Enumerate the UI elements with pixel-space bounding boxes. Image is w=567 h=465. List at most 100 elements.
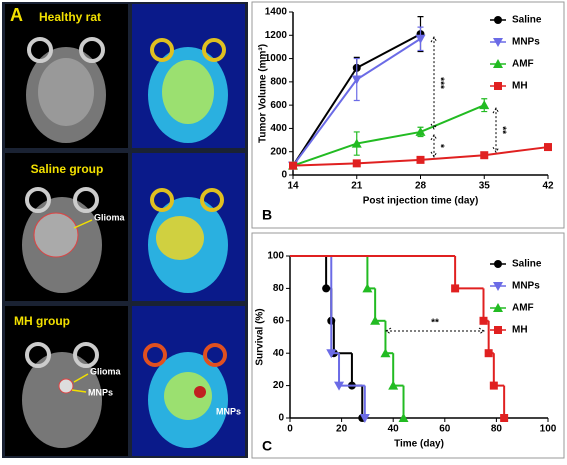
mri-row-3: MH group Glioma MNPs MNPs	[5, 306, 245, 456]
legend-marker	[494, 16, 502, 24]
marker	[380, 348, 391, 358]
marker	[489, 381, 498, 390]
eye	[73, 342, 99, 368]
heat-eye	[150, 188, 174, 212]
heat-glioma	[156, 216, 204, 260]
callout: MNPs	[216, 406, 241, 416]
x-tick-label: 28	[415, 181, 427, 192]
x-tick-label: 60	[439, 424, 451, 435]
y-tick-label: 200	[270, 146, 287, 157]
heat-eye	[200, 188, 224, 212]
marker	[415, 34, 426, 44]
y-axis-label: Survival (%)	[255, 308, 266, 365]
callout-arrow	[73, 373, 89, 383]
legend-label: MH	[512, 81, 528, 92]
heat-mnp	[194, 386, 206, 398]
mnp-spot	[58, 378, 74, 394]
legend-marker	[494, 326, 502, 334]
x-tick-label: 20	[336, 424, 348, 435]
mri-row-1: A Healthy rat	[5, 4, 245, 148]
callout-arrow	[73, 219, 93, 229]
eye	[25, 342, 51, 368]
x-tick-label: 80	[491, 424, 503, 435]
x-tick-label: 14	[287, 181, 299, 192]
marker	[322, 284, 331, 293]
marker	[479, 316, 488, 325]
annotation-arrow	[385, 327, 485, 335]
y-tick-label: 20	[273, 380, 285, 391]
callout: MNPs	[88, 387, 113, 397]
x-axis-label: Time (day)	[394, 439, 444, 450]
annotation-arrow	[430, 133, 438, 158]
legend-marker	[493, 303, 503, 312]
annotation: *	[434, 144, 445, 148]
marker	[484, 349, 493, 358]
heat-core	[164, 372, 212, 420]
legend-label: MNPs	[512, 281, 540, 292]
annotation: **	[496, 126, 507, 134]
callout: Glioma	[90, 366, 122, 376]
y-tick-label: 60	[273, 315, 285, 326]
heat-eye	[202, 38, 226, 62]
series-line	[292, 104, 485, 167]
y-tick-label: 100	[267, 251, 284, 262]
marker	[480, 151, 489, 160]
marker	[416, 155, 425, 164]
annotation: ***	[434, 77, 445, 89]
y-tick-label: 1000	[265, 53, 288, 64]
legend-label: MNPs	[512, 37, 540, 48]
y-tick-label: 1200	[265, 30, 288, 41]
heat-eye	[150, 38, 174, 62]
y-tick-label: 600	[270, 100, 287, 111]
legend-marker	[493, 38, 503, 47]
legend-label: AMF	[512, 303, 534, 314]
x-tick-label: 40	[388, 424, 400, 435]
x-tick-label: 35	[479, 181, 491, 192]
row-title: MH group	[14, 314, 70, 328]
marker	[352, 159, 361, 168]
y-axis-label: Tumor Volume (mm³)	[258, 44, 269, 143]
panel-label: B	[262, 207, 272, 223]
panel-c-frame	[251, 232, 565, 459]
legend-marker	[493, 59, 503, 68]
x-tick-label: 21	[351, 181, 363, 192]
marker	[370, 315, 381, 325]
heat-eye	[203, 343, 227, 367]
marker	[351, 75, 362, 85]
brain-core	[38, 58, 94, 126]
annotation-arrow	[492, 107, 500, 154]
heat-eye	[143, 343, 167, 367]
marker	[479, 100, 490, 110]
marker	[415, 126, 426, 136]
y-tick-label: 0	[281, 170, 287, 181]
marker	[351, 138, 362, 148]
marker	[544, 143, 552, 152]
legend-marker	[494, 260, 502, 268]
row-title: Healthy rat	[39, 10, 101, 24]
marker	[500, 414, 509, 422]
legend-label: MH	[512, 325, 528, 336]
x-axis-label: Post injection time (day)	[363, 196, 479, 207]
callout: Glioma	[94, 212, 126, 222]
glioma-region	[33, 212, 79, 258]
annotation: **	[431, 318, 439, 329]
y-tick-label: 80	[273, 283, 285, 294]
callout-arrow	[71, 389, 87, 393]
legend-marker	[493, 282, 503, 291]
marker	[289, 161, 297, 170]
legend-label: AMF	[512, 59, 534, 70]
marker	[334, 381, 345, 391]
y-tick-label: 1400	[265, 7, 288, 18]
panel-a: A Healthy rat Saline group Glioma	[2, 2, 248, 458]
marker	[359, 414, 370, 423]
marker	[326, 349, 337, 359]
panel-b-frame	[251, 1, 565, 229]
y-tick-label: 40	[273, 348, 285, 359]
y-tick-label: 0	[278, 413, 284, 424]
eye	[79, 37, 105, 63]
eye	[25, 187, 51, 213]
y-tick-label: 400	[270, 123, 287, 134]
panel-label: A	[10, 5, 23, 25]
y-tick-label: 800	[270, 76, 287, 87]
